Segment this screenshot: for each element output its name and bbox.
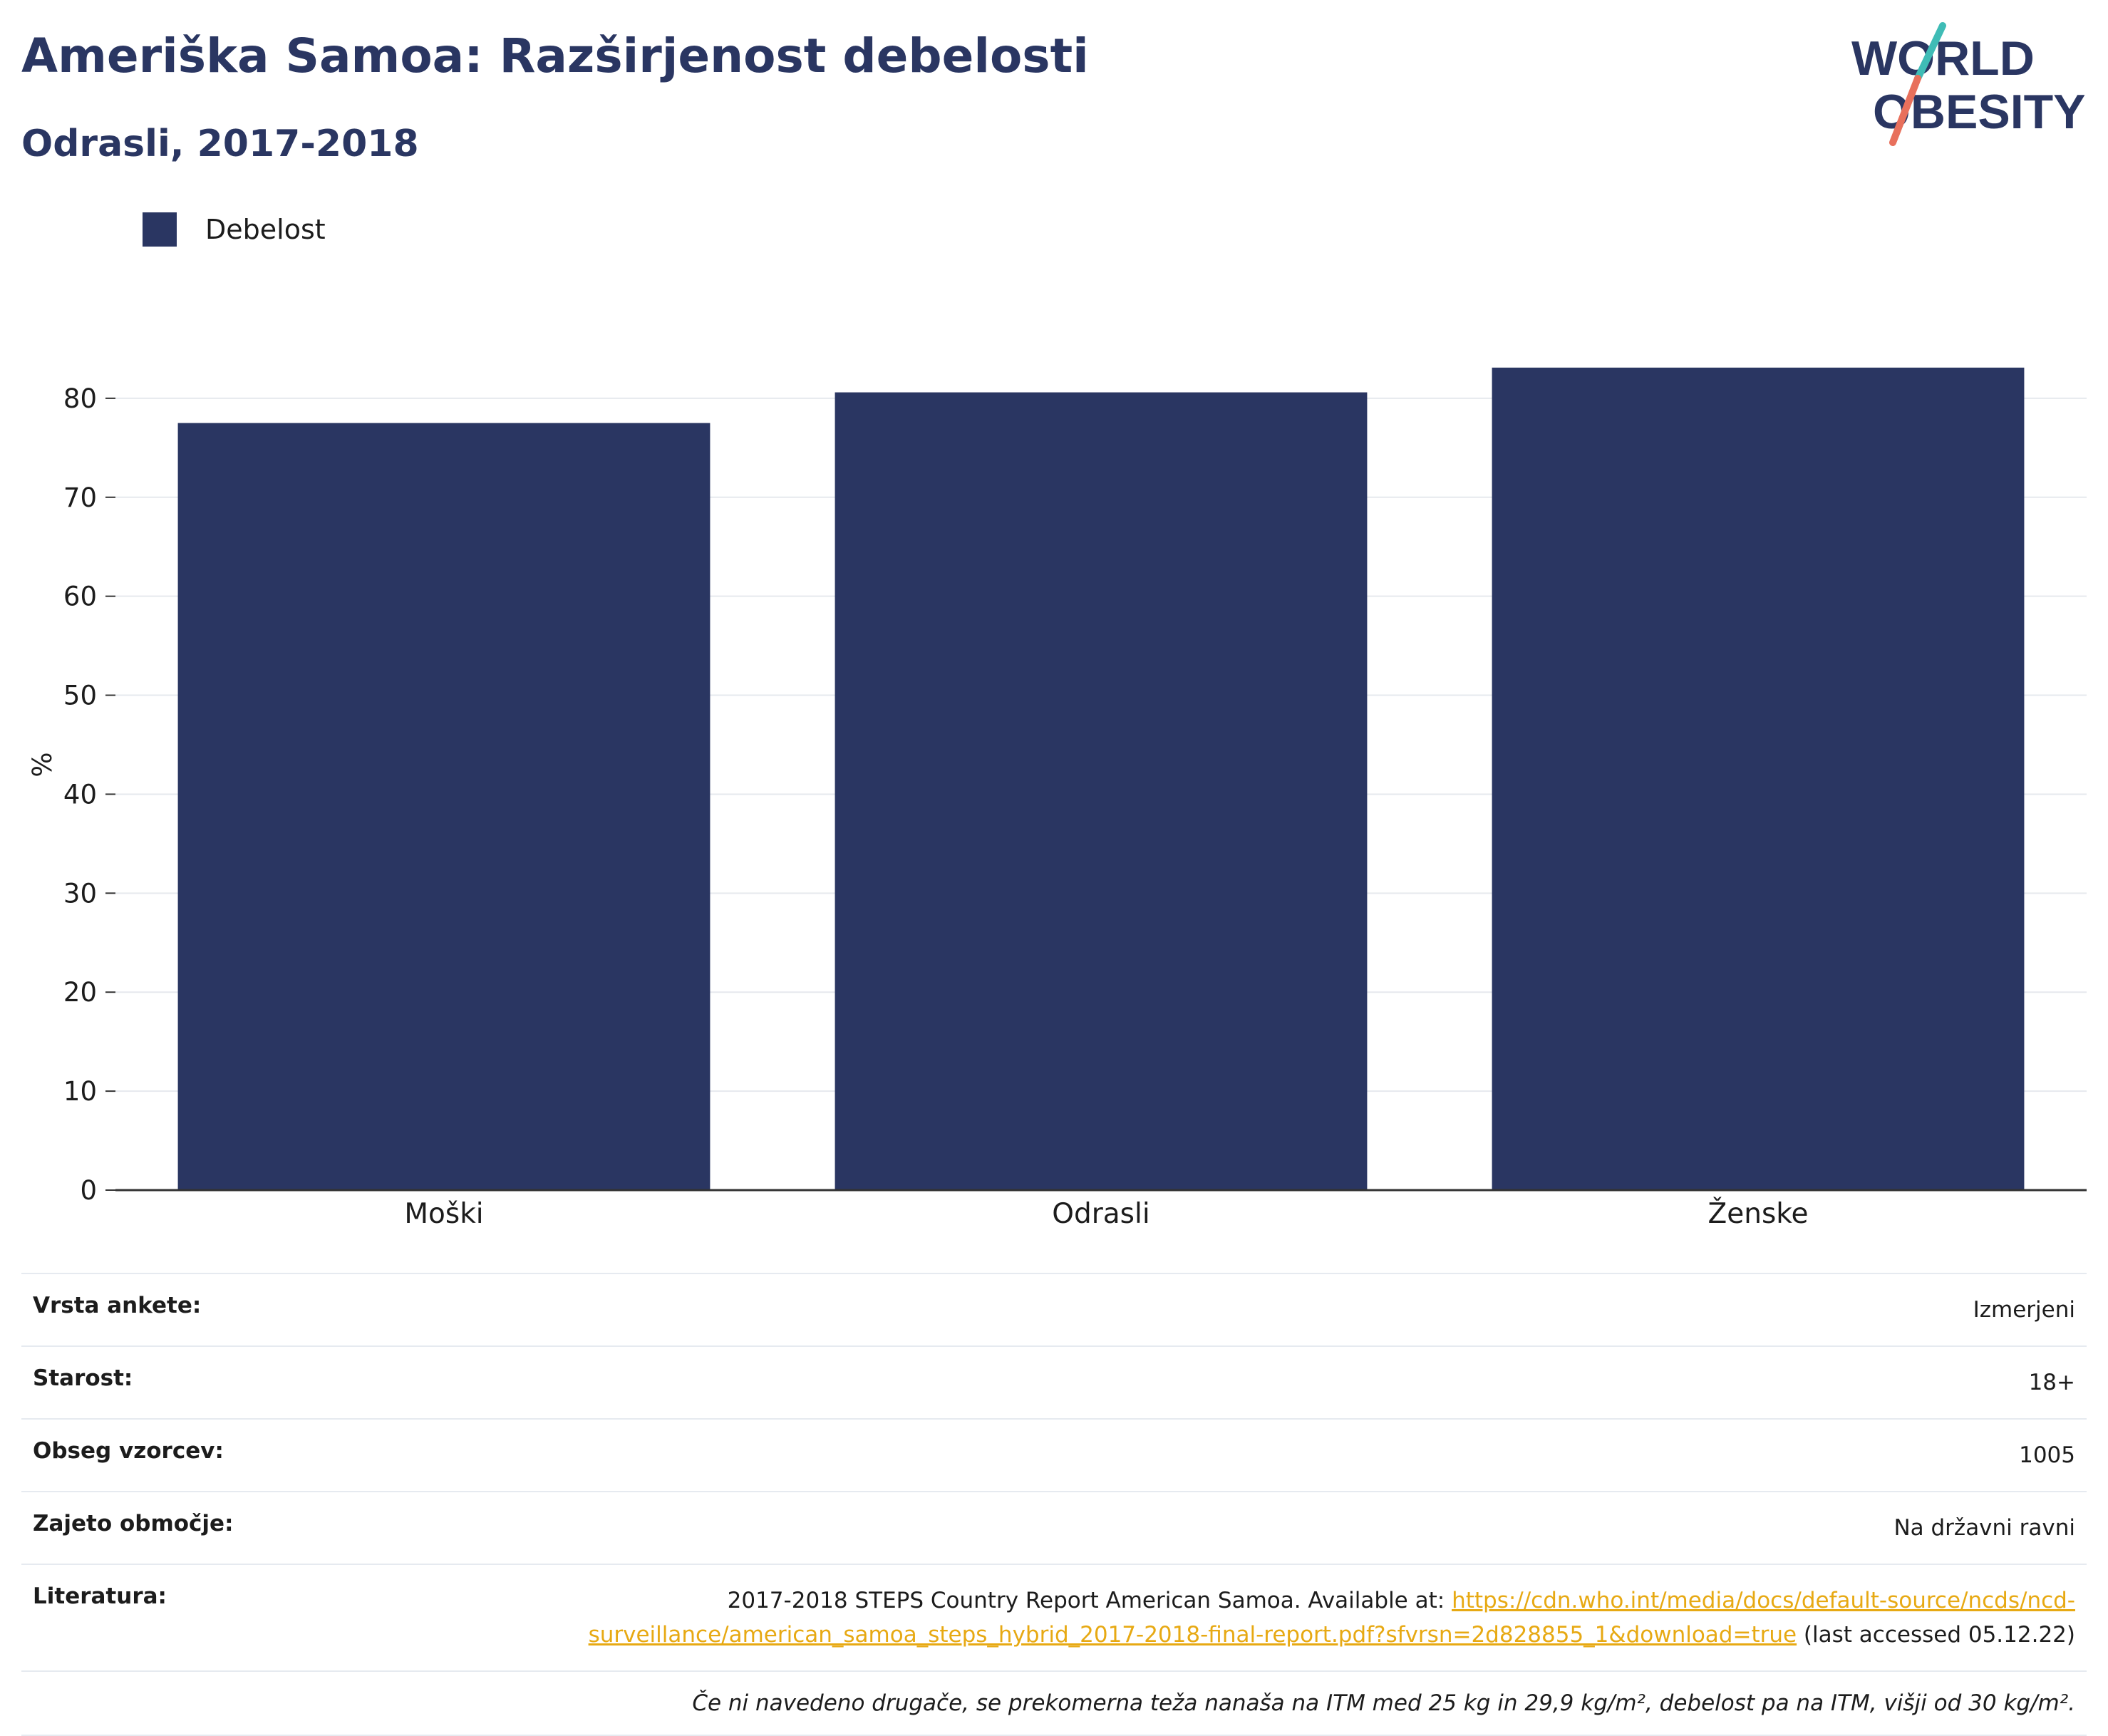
bar-1 xyxy=(177,423,711,1190)
y-tick-label-70: 70 xyxy=(63,482,97,513)
age-label: Starost: xyxy=(33,1365,133,1392)
chart-title: Ameriška Samoa: Razširjenost debelosti xyxy=(21,29,1089,83)
y-tick-label-10: 10 xyxy=(63,1076,97,1107)
literature-value: 2017-2018 STEPS Country Report American … xyxy=(589,1583,2075,1652)
y-tick-label-60: 60 xyxy=(63,582,97,612)
x-category-label-3: Ženske xyxy=(1708,1197,1809,1230)
chart-subtitle: Odrasli, 2017-2018 xyxy=(21,123,419,165)
survey-info-table: Vrsta ankete: Izmerjeni Starost: 18+ Obs… xyxy=(21,1273,2087,1736)
literature-accessed: (last accessed 05.12.22) xyxy=(1797,1622,2075,1648)
info-row-sample: Obseg vzorcev: 1005 xyxy=(21,1418,2087,1491)
literature-text: 2017-2018 STEPS Country Report American … xyxy=(727,1588,1452,1614)
x-category-label-2: Odrasli xyxy=(1052,1198,1149,1230)
sample-size-value: 1005 xyxy=(2019,1442,2075,1469)
coverage-label: Zajeto območje: xyxy=(33,1511,234,1537)
literature-link[interactable]: https://cdn.who.int/media/docs/default-s… xyxy=(589,1588,2075,1648)
y-tick-label-40: 40 xyxy=(63,779,97,810)
info-row-literature: Literatura: 2017-2018 STEPS Country Repo… xyxy=(21,1564,2087,1670)
y-tick-label-0: 0 xyxy=(80,1175,97,1206)
y-tick-label-30: 30 xyxy=(63,878,97,909)
x-category-label-1: Moški xyxy=(404,1198,483,1230)
y-tick-label-50: 50 xyxy=(63,681,97,711)
bar-3 xyxy=(1492,367,2025,1191)
literature-label: Literatura: xyxy=(33,1583,167,1610)
definition-note: Če ni navedeno drugače, se prekomerna te… xyxy=(692,1690,2075,1717)
info-row-note: Če ni navedeno drugače, se prekomerna te… xyxy=(21,1670,2087,1736)
y-tick-label-80: 80 xyxy=(63,383,97,414)
y-axis-label: % xyxy=(27,752,58,777)
bar-chart: 0 10 20 30 40 50 60 70 80% Moški Odrasli Ženske xyxy=(27,367,2087,1230)
y-tick-label-20: 20 xyxy=(63,977,97,1008)
logo-line1: WORLD xyxy=(1851,31,2035,86)
sample-size-label: Obseg vzorcev: xyxy=(33,1438,224,1464)
survey-type-label: Vrsta ankete: xyxy=(33,1293,202,1318)
survey-type-value: Izmerjeni xyxy=(1973,1297,2075,1323)
legend-label-debelost: Debelost xyxy=(205,214,326,245)
info-row-age: Starost: 18+ xyxy=(21,1345,2087,1418)
chart-legend: Debelost xyxy=(143,212,326,247)
info-row-coverage: Zajeto območje: Na državni ravni xyxy=(21,1491,2087,1564)
info-row-survey-type: Vrsta ankete: Izmerjeni xyxy=(21,1273,2087,1345)
age-value: 18+ xyxy=(2028,1370,2075,1396)
coverage-value: Na državni ravni xyxy=(1893,1515,2075,1541)
literature-link-line2: surveillance/american_samoa_steps_hybrid… xyxy=(588,1622,1797,1648)
world-obesity-logo: WORLD OBESITY xyxy=(1851,22,2086,146)
legend-swatch-debelost xyxy=(143,212,177,247)
bar-2 xyxy=(835,392,1368,1190)
literature-link-line1: https://cdn.who.int/media/docs/default-s… xyxy=(1452,1588,2075,1614)
